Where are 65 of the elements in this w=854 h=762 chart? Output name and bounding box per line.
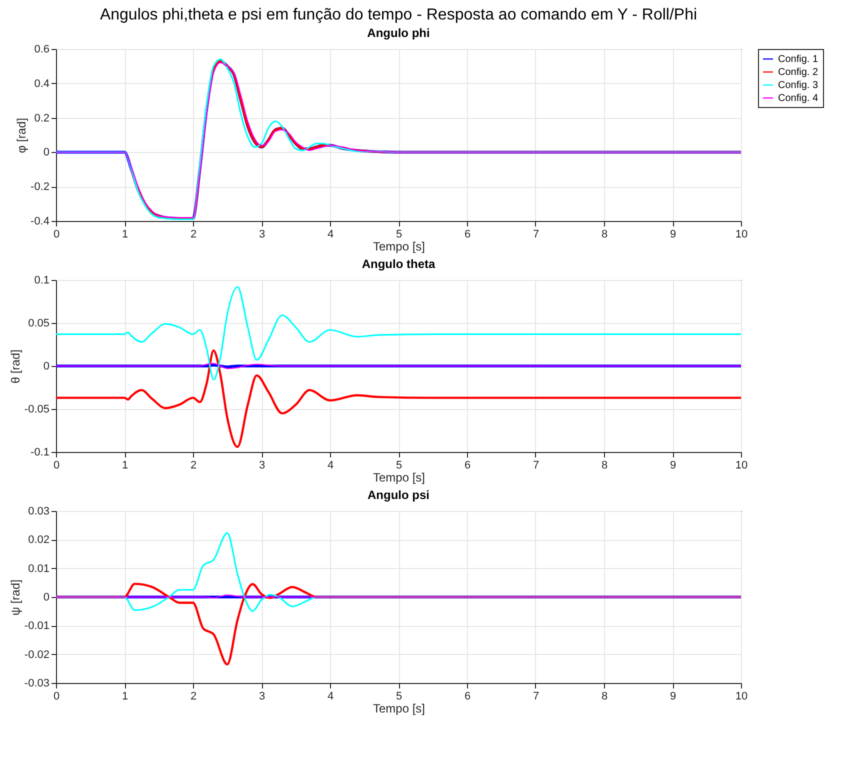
y-tick-label: -0.2: [30, 181, 50, 194]
x-tick-label: 8: [601, 690, 608, 702]
x-tick-label: 7: [532, 460, 540, 472]
x-tick-label: 6: [464, 460, 471, 472]
x-tick-label: 4: [327, 460, 334, 472]
y-tick-label: 0.4: [34, 78, 50, 90]
x-tick-label: 5: [396, 690, 402, 702]
y-axis-title: φ [rad]: [14, 118, 29, 154]
chart-title: Angulo psi: [368, 488, 430, 502]
text: Angulos phi,theta e psi em função do tempo - Resposta ao comando em Y - Roll/Phi: [100, 6, 698, 24]
x-tick-label: 9: [670, 460, 676, 472]
x-tick-label: 3: [258, 690, 266, 702]
y-tick-label: 0.03: [28, 506, 50, 518]
legend-label: Config. 4: [778, 93, 818, 104]
y-axis-title: ψ [rad]: [8, 580, 22, 616]
x-tick-label: 6: [464, 228, 471, 240]
x-tick-label: 1: [122, 690, 128, 702]
x-tick-label: 0: [53, 228, 60, 240]
x-tick-label: 5: [396, 460, 402, 472]
x-tick-label: 9: [670, 228, 676, 240]
y-axis-title: θ [rad]: [8, 349, 22, 384]
y-tick-label: 0.05: [28, 318, 50, 330]
y-tick-label: 0.1: [34, 274, 50, 286]
y-tick-label: 0.02: [28, 534, 50, 546]
x-tick-label: 8: [601, 460, 608, 472]
legend-label: Config. 2: [778, 67, 818, 78]
x-tick-label: 3: [258, 460, 266, 472]
x-tick-label: 10: [735, 690, 748, 702]
y-tick-label: -0.01: [24, 620, 50, 632]
x-tick-label: 3: [258, 228, 266, 240]
y-tick-label: 0: [43, 360, 50, 372]
y-tick-label: 0: [43, 146, 50, 159]
x-tick-label: 7: [532, 690, 540, 702]
x-tick-label: 5: [396, 228, 402, 240]
legend-label: Config. 3: [778, 80, 818, 91]
y-tick-label: -0.1: [30, 446, 50, 458]
x-tick-label: 8: [601, 228, 608, 240]
x-axis-title: Tempo [s]: [372, 702, 426, 716]
x-tick-label: 2: [190, 690, 197, 702]
y-tick-label: 0: [43, 592, 50, 604]
x-tick-label: 4: [327, 228, 334, 240]
chart-title: Angulo phi: [367, 26, 430, 40]
y-tick-label: -0.4: [30, 216, 50, 228]
x-tick-label: 2: [190, 228, 197, 240]
y-tick-label: -0.02: [24, 648, 50, 661]
x-tick-label: 2: [190, 460, 197, 472]
x-tick-label: 0: [53, 690, 60, 702]
x-tick-label: 0: [53, 460, 60, 472]
x-tick-label: 7: [532, 228, 540, 240]
y-tick-label: 0.6: [34, 44, 50, 56]
x-tick-label: 9: [670, 690, 676, 702]
legend-label: Config. 1: [778, 54, 818, 65]
x-tick-label: 1: [122, 460, 128, 472]
x-tick-label: 4: [327, 690, 334, 702]
x-tick-label: 1: [122, 228, 128, 240]
y-tick-label: 0.2: [34, 112, 50, 124]
x-tick-label: 10: [735, 228, 748, 240]
x-axis-title: Tempo [s]: [372, 470, 426, 484]
x-axis-title: Tempo [s]: [372, 240, 426, 254]
y-tick-label: 0.01: [28, 562, 50, 575]
y-tick-label: -0.03: [24, 678, 50, 690]
y-tick-label: -0.05: [24, 404, 50, 416]
chart-title: Angulo theta: [362, 257, 436, 271]
x-tick-label: 6: [464, 690, 471, 702]
x-tick-label: 10: [735, 460, 748, 472]
